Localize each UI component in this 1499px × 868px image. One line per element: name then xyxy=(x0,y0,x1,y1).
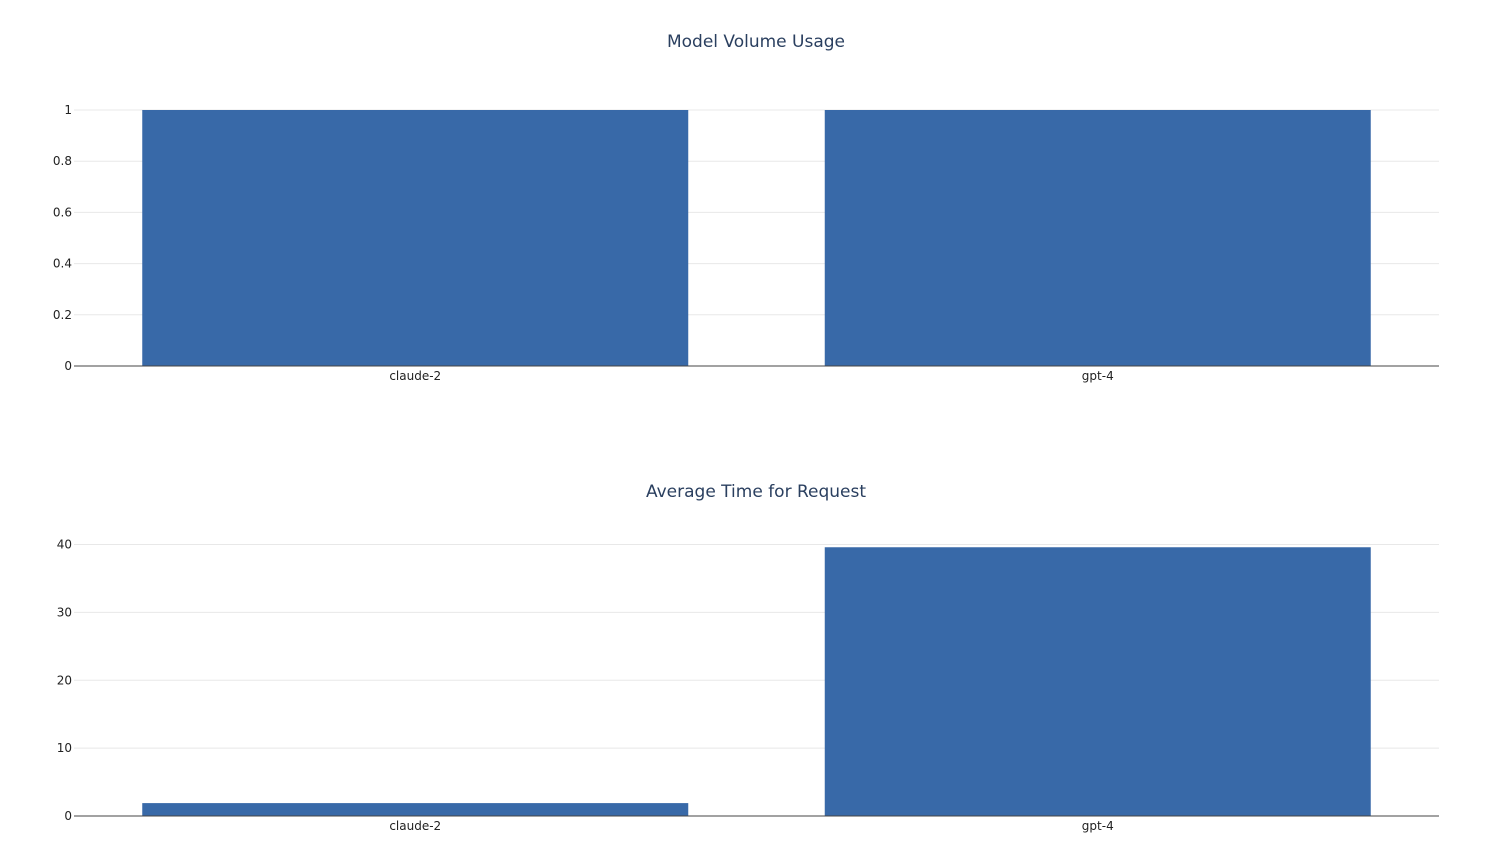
y-tick-label: 0 xyxy=(64,359,72,373)
bar-claude-2 xyxy=(142,803,689,816)
x-tick-label: gpt-4 xyxy=(1082,369,1114,383)
y-tick-label: 10 xyxy=(57,741,72,755)
bar-gpt-4 xyxy=(824,547,1371,816)
x-tick-label: gpt-4 xyxy=(1082,819,1114,833)
chart-model-volume-usage: Model Volume Usage 0 0.2 0.4 0.6 0.8 1 claude… xyxy=(53,32,1439,383)
y-tick-label: 0.6 xyxy=(53,205,72,219)
y-tick-label: 0 xyxy=(64,809,72,823)
x-tick-label: claude-2 xyxy=(389,369,441,383)
bar-gpt-4 xyxy=(824,110,1371,366)
y-tick-labels: 0 0.2 0.4 0.6 0.8 1 xyxy=(53,103,72,373)
bar-claude-2 xyxy=(142,110,689,366)
y-tick-label: 0.8 xyxy=(53,154,72,168)
chart-average-time-for-request: Average Time for Request 0 10 20 30 40 claud… xyxy=(57,482,1439,833)
x-tick-label: claude-2 xyxy=(389,819,441,833)
bars xyxy=(142,547,1371,816)
bars xyxy=(142,110,1371,366)
y-tick-label: 20 xyxy=(57,673,72,687)
y-tick-label: 1 xyxy=(64,103,72,117)
y-tick-labels: 0 10 20 30 40 xyxy=(57,538,72,823)
y-tick-label: 0.4 xyxy=(53,257,72,271)
x-tick-labels: claude-2 gpt-4 xyxy=(389,819,1113,833)
chart-title: Average Time for Request xyxy=(646,482,866,502)
y-tick-label: 30 xyxy=(57,605,72,619)
y-tick-label: 40 xyxy=(57,538,72,552)
x-tick-labels: claude-2 gpt-4 xyxy=(389,369,1113,383)
y-tick-label: 0.2 xyxy=(53,308,72,322)
chart-title: Model Volume Usage xyxy=(667,32,845,52)
